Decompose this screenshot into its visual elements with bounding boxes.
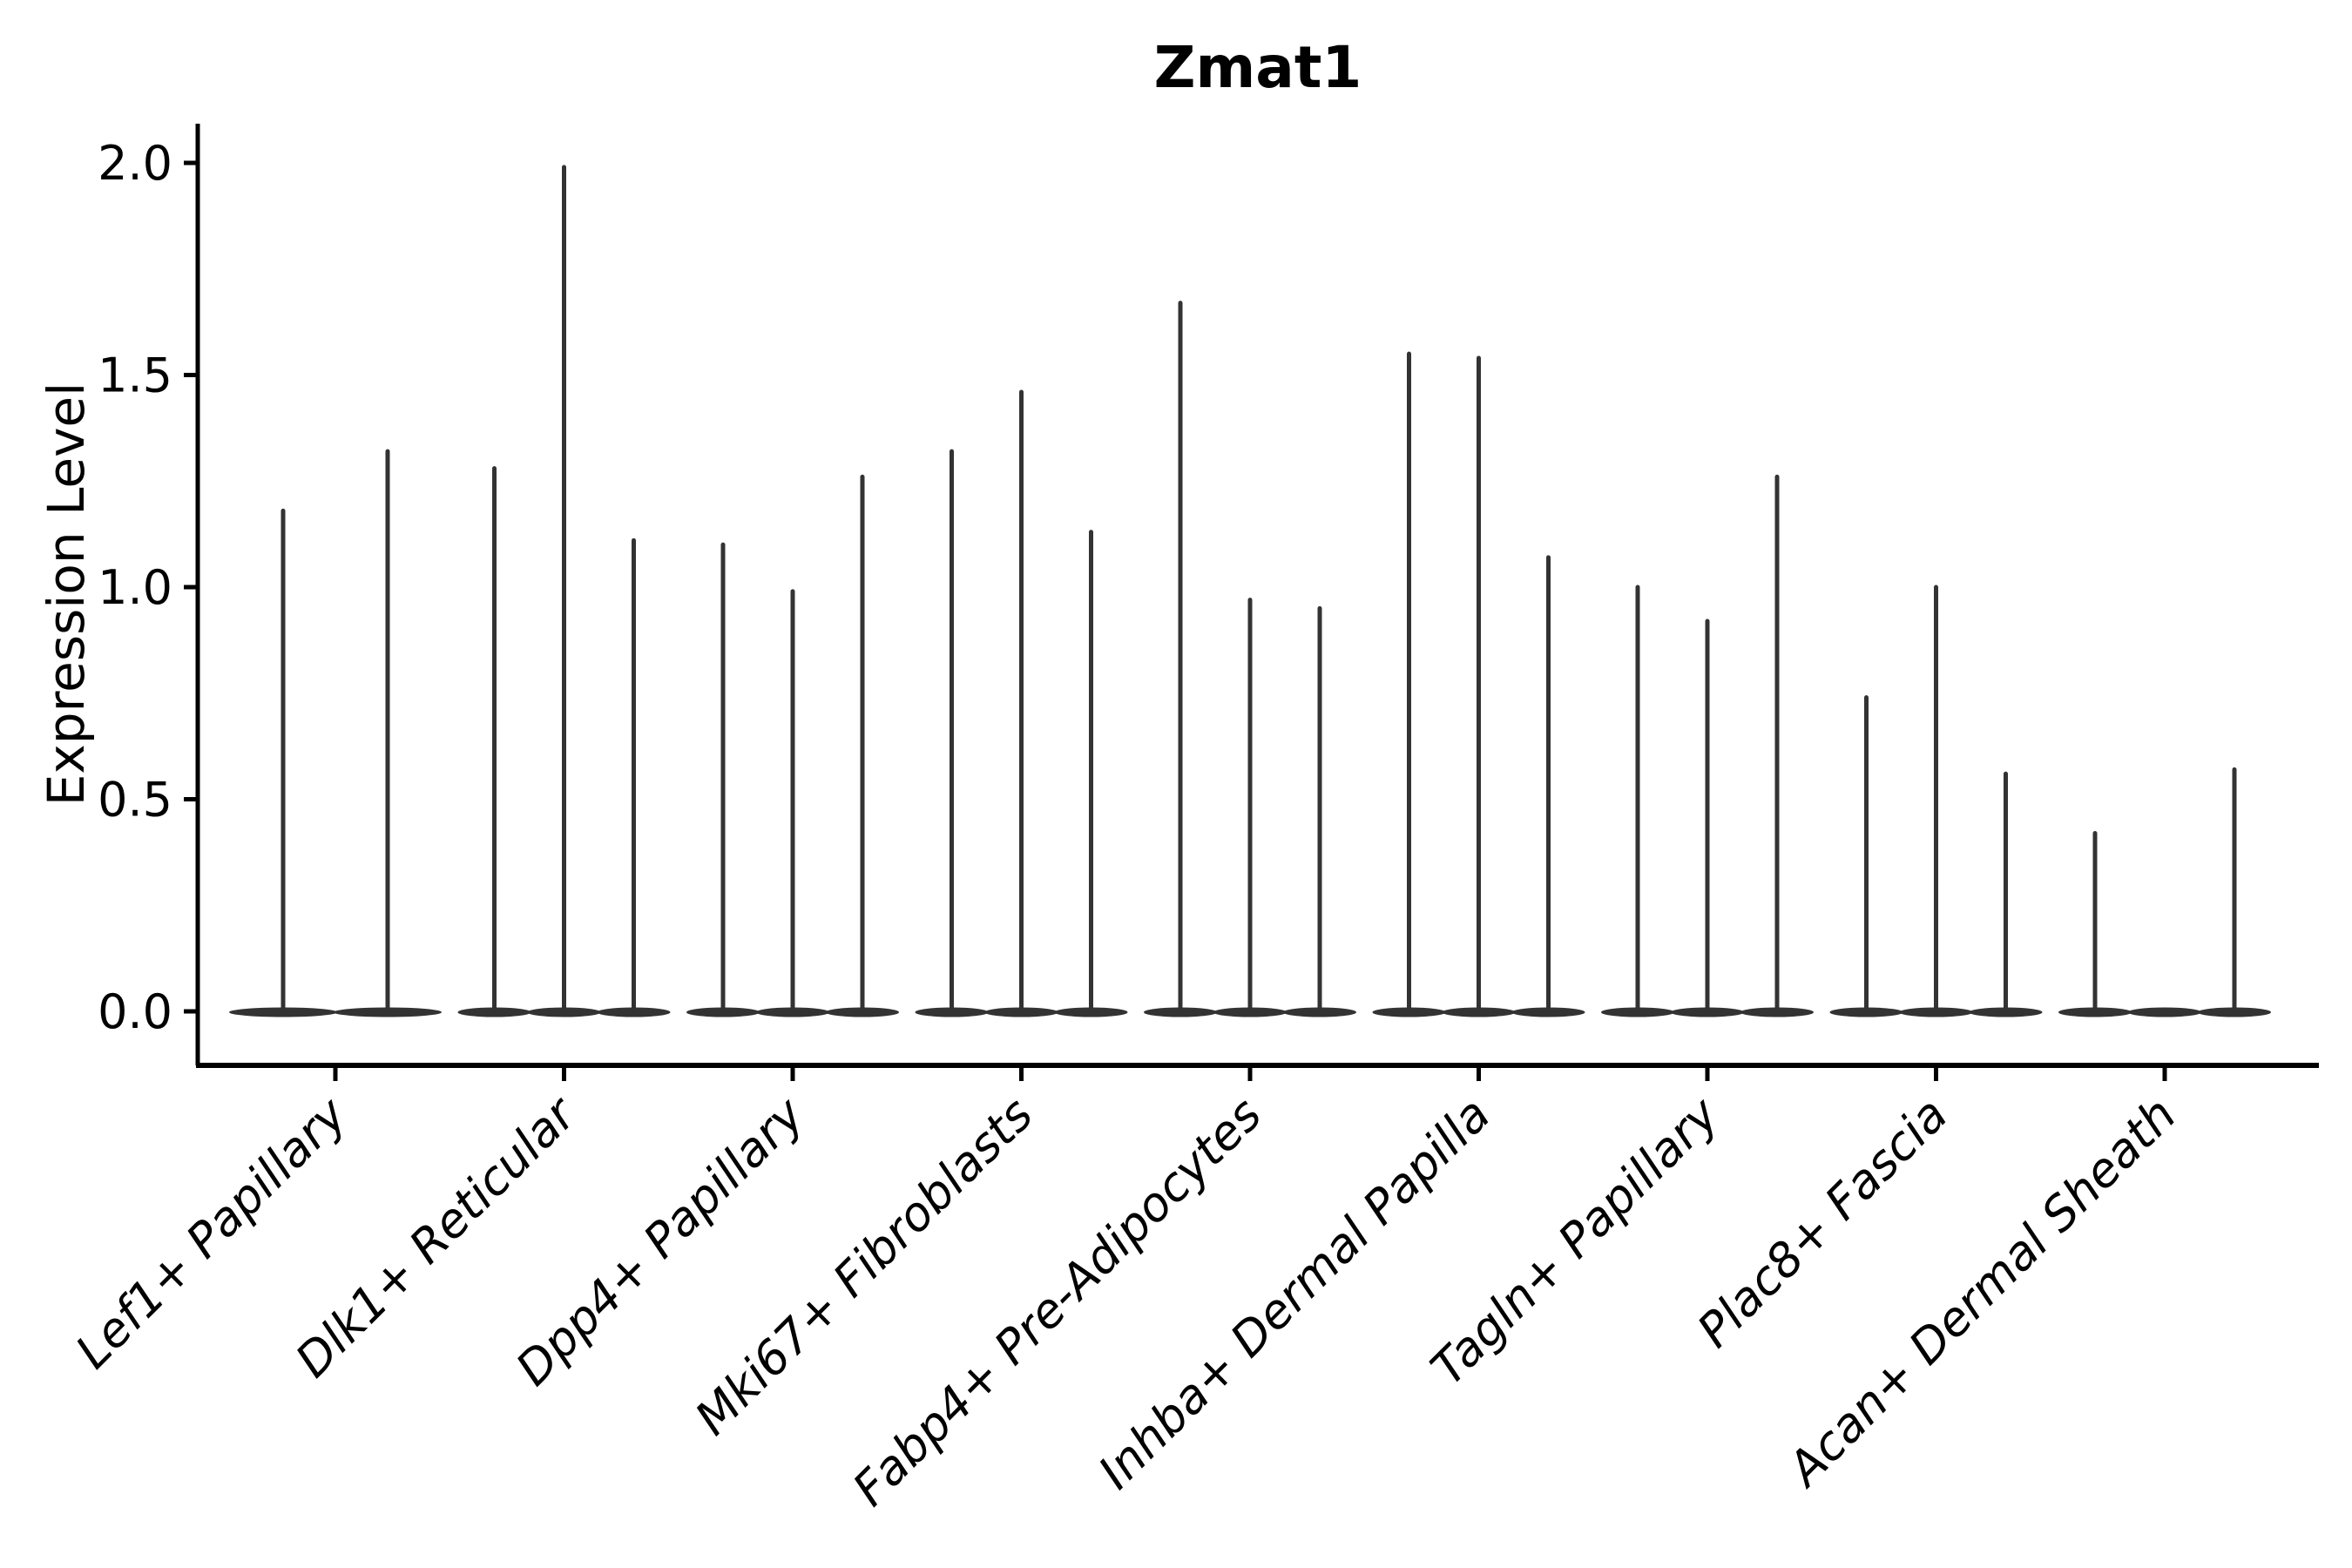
- y-axis-label: Expression Level: [37, 382, 96, 806]
- violin-base: [229, 1007, 337, 1017]
- violin-base: [334, 1007, 442, 1017]
- violin-base: [1442, 1007, 1516, 1017]
- violin-base: [1054, 1007, 1128, 1017]
- violin-group: [457, 165, 671, 1017]
- violin-base: [686, 1007, 760, 1017]
- violin-base: [1213, 1007, 1287, 1017]
- violin-group: [2058, 767, 2271, 1017]
- violin-group: [1601, 474, 1814, 1017]
- y-tick-label: 0.0: [98, 984, 172, 1039]
- y-tick-label: 1.0: [98, 560, 172, 615]
- violin-group: [1372, 351, 1585, 1017]
- violin-base: [1969, 1007, 2043, 1017]
- x-tick-label: Acan+ Dermal Sheath: [1775, 1087, 2186, 1498]
- violin-base: [1283, 1007, 1356, 1017]
- violin-base: [1372, 1007, 1446, 1017]
- violin-base: [756, 1007, 829, 1017]
- violin-base: [1899, 1007, 1973, 1017]
- violin-base: [1671, 1007, 1744, 1017]
- y-tick-label: 0.5: [98, 773, 172, 828]
- violin-base: [826, 1007, 899, 1017]
- violin-group: [686, 474, 899, 1017]
- violins-layer: [229, 165, 2271, 1017]
- violin-base: [1601, 1007, 1674, 1017]
- violin-base: [1740, 1007, 1814, 1017]
- violin-base: [527, 1007, 601, 1017]
- violin-base: [915, 1007, 989, 1017]
- violin-base: [2058, 1007, 2132, 1017]
- y-tick-label: 2.0: [98, 136, 172, 191]
- violin-group: [1144, 301, 1356, 1017]
- x-tick-label: Fabp4+ Pre-Adipocytes: [842, 1087, 1272, 1517]
- violin-base: [457, 1007, 531, 1017]
- violin-base: [1144, 1007, 1217, 1017]
- violin-group: [915, 389, 1128, 1017]
- violin-base: [984, 1007, 1058, 1017]
- y-tick-label: 1.5: [98, 348, 172, 403]
- violin-base: [2128, 1007, 2201, 1017]
- x-tick-label: Inhba+ Dermal Papilla: [1088, 1087, 1501, 1500]
- violin-group: [1829, 585, 2043, 1017]
- violin-base: [1511, 1007, 1585, 1017]
- violin-base: [2198, 1007, 2271, 1017]
- violin-group: [229, 449, 442, 1017]
- chart-title: Zmat1: [1154, 34, 1362, 101]
- violin-base: [597, 1007, 671, 1017]
- violin-base: [1829, 1007, 1903, 1017]
